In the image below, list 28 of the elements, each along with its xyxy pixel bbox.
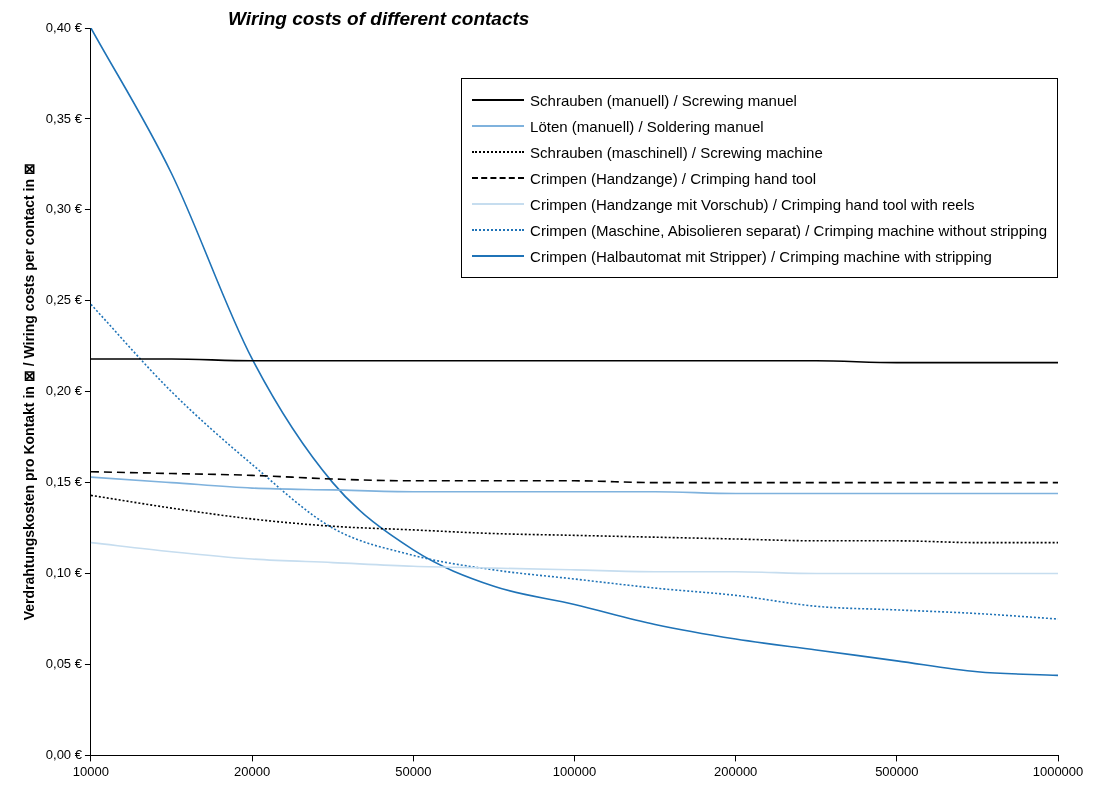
legend-label: Crimpen (Handzange) / Crimping hand tool bbox=[530, 169, 817, 187]
x-tick-label: 200000 bbox=[713, 763, 758, 779]
legend-label: Crimpen (Maschine, Abisolieren separat) / Crimping machine without stripping bbox=[530, 221, 1047, 239]
y-tick-label: 0,15 € bbox=[45, 474, 83, 490]
x-tick-label: 10000 bbox=[72, 763, 110, 779]
legend-label: Crimpen (Halbautomat mit Stripper) / Crimping machine with stripping bbox=[530, 247, 992, 265]
x-tick-label: 100000 bbox=[552, 763, 597, 779]
y-tick-label: 0,00 € bbox=[45, 746, 83, 762]
chart-title: Wiring costs of different contacts bbox=[228, 8, 530, 30]
x-tick-label: 500000 bbox=[875, 763, 919, 779]
y-tick-label: 0,40 € bbox=[45, 19, 83, 35]
line-series bbox=[90, 28, 1059, 677]
y-tick-label: 0,10 € bbox=[45, 565, 83, 581]
x-tick-label: 20000 bbox=[234, 763, 271, 779]
y-axis-title: Verdrahtungskosten pro Kontakt in ⊠ / Wiring costs per contact in ⊠ bbox=[21, 163, 38, 621]
y-tick-label: 0,20 € bbox=[45, 383, 83, 399]
legend-label: Crimpen (Handzange mit Vorschub) / Crimping hand tool with reels bbox=[530, 195, 975, 213]
y-tick-label: 0,25 € bbox=[45, 292, 83, 308]
y-tick-label: 0,35 € bbox=[45, 110, 83, 126]
legend-label: Schrauben (maschinell) / Screwing machine bbox=[530, 143, 823, 161]
legend-label: Schrauben (manuell) / Screwing manuel bbox=[530, 91, 797, 109]
x-tick-label: 50000 bbox=[395, 763, 432, 779]
y-tick-label: 0,05 € bbox=[45, 656, 83, 672]
y-tick-label: 0,30 € bbox=[45, 201, 83, 217]
legend-label: Löten (manuell) / Soldering manuel bbox=[530, 117, 764, 135]
line-series bbox=[90, 541, 1059, 575]
x-tick-label: 1000000 bbox=[1032, 763, 1084, 779]
line-series bbox=[90, 476, 1059, 495]
